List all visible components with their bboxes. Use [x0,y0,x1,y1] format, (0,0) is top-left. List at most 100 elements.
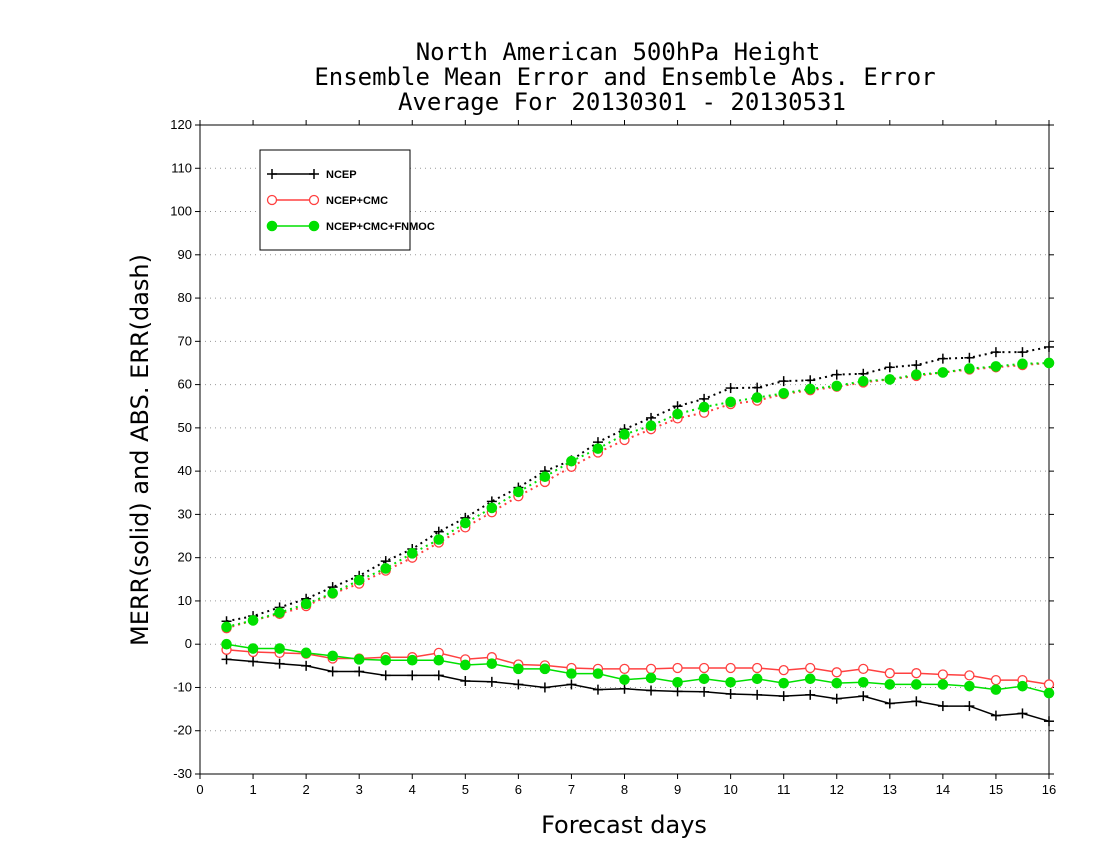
ncep-cmc-fnmoc-abs-err-line [226,362,1050,628]
ncep-cmc-fnmoc-merr-point [274,643,285,654]
ncep-abs-err [221,341,1054,627]
ncep-cmc-merr-point [990,674,1002,686]
series-layer [221,341,1055,727]
ncep-cmc-fnmoc-abs-err-point [751,392,763,403]
ncep-merr-point [619,683,630,694]
ncep-cmc-fnmoc-abs-err [221,357,1055,633]
ncep-cmc-fnmoc-merr-point [911,679,922,690]
ncep-merr-point [301,660,312,671]
ncep-cmc-fnmoc-abs-err-point [937,367,949,378]
ncep-merr-point [752,689,763,700]
x-axis-title: Forecast days [541,811,707,839]
ncep-merr-point [831,693,842,704]
ncep-merr-point [778,691,789,702]
ncep-cmc-fnmoc-merr-point [406,654,418,666]
x-tick-label: 10 [723,782,737,797]
ncep-cmc-fnmoc-abs-err-point [672,408,683,420]
ncep-merr-point [699,686,710,697]
ncep-cmc-fnmoc-abs-err-point [539,471,551,483]
ncep-abs-err-point [725,383,736,394]
ncep-cmc-merr-point [884,668,895,679]
ncep-abs-err-point [964,352,975,363]
ncep-cmc-fnmoc-merr-point [300,647,312,659]
x-tick-label: 6 [515,782,522,797]
ncep-cmc-fnmoc-merr-point [327,650,338,662]
ncep-abs-err-point [1017,347,1028,358]
ncep-cmc-fnmoc-merr-point [1043,687,1055,699]
legend-label-ncep: NCEP [326,169,357,181]
ncep-merr [221,654,1054,727]
ncep-abs-err-point [752,382,763,393]
ncep-cmc-fnmoc-abs-err-point [698,401,710,413]
ncep-cmc-fnmoc-merr-point [831,677,843,689]
legend-marker-ncep-cmc-fnmoc [308,220,320,232]
legend-marker-ncep-cmc-fnmoc [266,220,278,232]
ncep-merr-point [592,684,603,695]
ncep-merr-point [274,658,285,669]
ncep-cmc-merr-point [645,663,657,675]
y-tick-label: 0 [185,636,192,651]
x-tick-label: 7 [568,782,575,797]
ncep-cmc-merr [221,644,1055,690]
ncep-cmc-fnmoc-merr-point [645,672,657,684]
ncep-cmc-fnmoc-abs-err-point [804,383,816,395]
ncep-merr-point [380,670,391,681]
ncep-cmc-fnmoc-merr-point [353,654,365,665]
ncep-cmc-merr-point [911,668,922,679]
x-tick-label: 2 [303,782,310,797]
ncep-cmc-fnmoc-merr-point [804,673,816,685]
y-tick-label: 40 [178,463,192,478]
ncep-cmc-fnmoc-abs-err-point [380,563,392,574]
x-tick-label: 12 [830,782,844,797]
ncep-cmc-fnmoc-merr-point [990,684,1002,695]
y-tick-label: 70 [178,333,192,348]
y-tick-label: 120 [170,117,192,132]
ncep-merr-point [221,654,232,665]
ncep-merr-point [672,686,683,697]
y-tick-label: 10 [178,593,192,608]
ncep-cmc-merr-point [752,662,763,674]
ncep-cmc-fnmoc-merr-point [460,659,471,671]
y-tick-label: 80 [178,290,192,305]
legend-marker-ncep-cmc [308,194,320,206]
y-tick-label: 90 [178,247,192,262]
grid [200,167,1049,732]
ncep-cmc-fnmoc-abs-err-point [592,443,604,454]
x-tick-label: 5 [462,782,469,797]
y-tick-label: 100 [170,204,192,219]
ncep-cmc-fnmoc-merr-point [1017,680,1028,692]
ncep-merr-point [937,701,948,712]
ncep-cmc-fnmoc-merr [221,638,1055,699]
x-tick-label: 4 [409,782,416,797]
ncep-merr-point [539,682,550,693]
ncep-cmc-fnmoc-abs-err-point [274,607,285,618]
y-tick-label: 30 [178,506,192,521]
x-tick-label: 9 [674,782,681,797]
ncep-cmc-fnmoc-merr-point [698,673,710,685]
x-axis-ticks: 0 1 2 3 4 5 6 7 8 9 10 11 12 13 14 15 16 [196,120,1056,797]
ncep-cmc-fnmoc-merr-point [964,680,975,692]
legend-label-ncep-cmc: NCEP+CMC [326,195,388,207]
y-tick-label: 50 [178,420,192,435]
ncep-cmc-fnmoc-abs-err-point [857,375,869,387]
y-tick-label: -10 [173,679,192,694]
ncep-merr-point [1017,708,1028,719]
ncep-merr-point [566,679,577,690]
ncep-cmc-fnmoc-abs-err-point [353,574,365,586]
ncep-cmc-merr-point [858,663,869,675]
ncep-abs-err-point [831,369,842,380]
x-tick-label: 3 [356,782,363,797]
ncep-cmc-fnmoc-merr-point [513,663,524,675]
ncep-cmc-fnmoc-merr-point [857,676,869,688]
ncep-cmc-fnmoc-merr-point [566,668,577,679]
ncep-merr-point [990,710,1001,721]
ncep-cmc-fnmoc-abs-err-point [460,517,471,529]
ncep-cmc-fnmoc-merr-point [937,679,949,690]
y-tick-label: 60 [178,377,192,392]
title-line-3: Average For 20130301 - 20130531 [398,88,846,116]
ncep-cmc-fnmoc-abs-err-point [566,455,577,467]
ncep-cmc-fnmoc-abs-err-point [911,369,922,380]
ncep-cmc-fnmoc-merr-point [884,679,896,690]
ncep-merr-point [1044,716,1054,727]
legend-marker-ncep-cmc [266,194,278,206]
